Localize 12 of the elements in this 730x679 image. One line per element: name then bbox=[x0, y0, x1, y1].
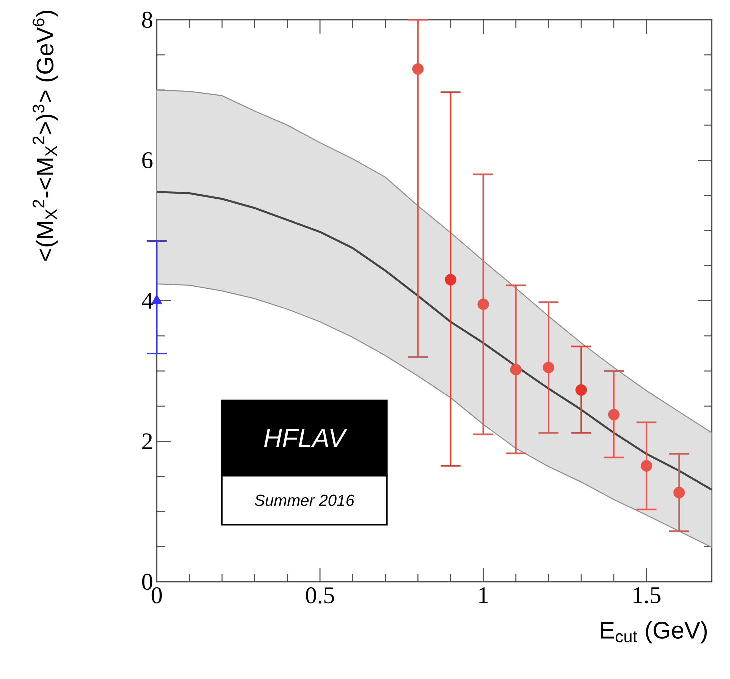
y-tick-label: 8 bbox=[142, 12, 153, 28]
x-tick-label: 1 bbox=[480, 588, 488, 604]
y-tick-label: 2 bbox=[142, 434, 152, 450]
text: <(M$_{X}$$^{2}$-<M$_{X}$$^{2}$>)$^{3}$> (GeV$^{6}$) bbox=[32, 11, 58, 261]
y-tick-label: 6 bbox=[142, 152, 153, 169]
annotation: HFLAV bbox=[264, 429, 348, 448]
y-tick-label: 4 bbox=[142, 293, 154, 309]
x-tick-label: 0.5 bbox=[306, 588, 334, 604]
x-axis-title: E$_{cut}$ (GeV) bbox=[601, 621, 708, 644]
annotation: Summer 2016 bbox=[255, 494, 355, 506]
y-tick-label: 0 bbox=[142, 574, 153, 590]
x-tick-label: 1.5 bbox=[634, 588, 661, 604]
